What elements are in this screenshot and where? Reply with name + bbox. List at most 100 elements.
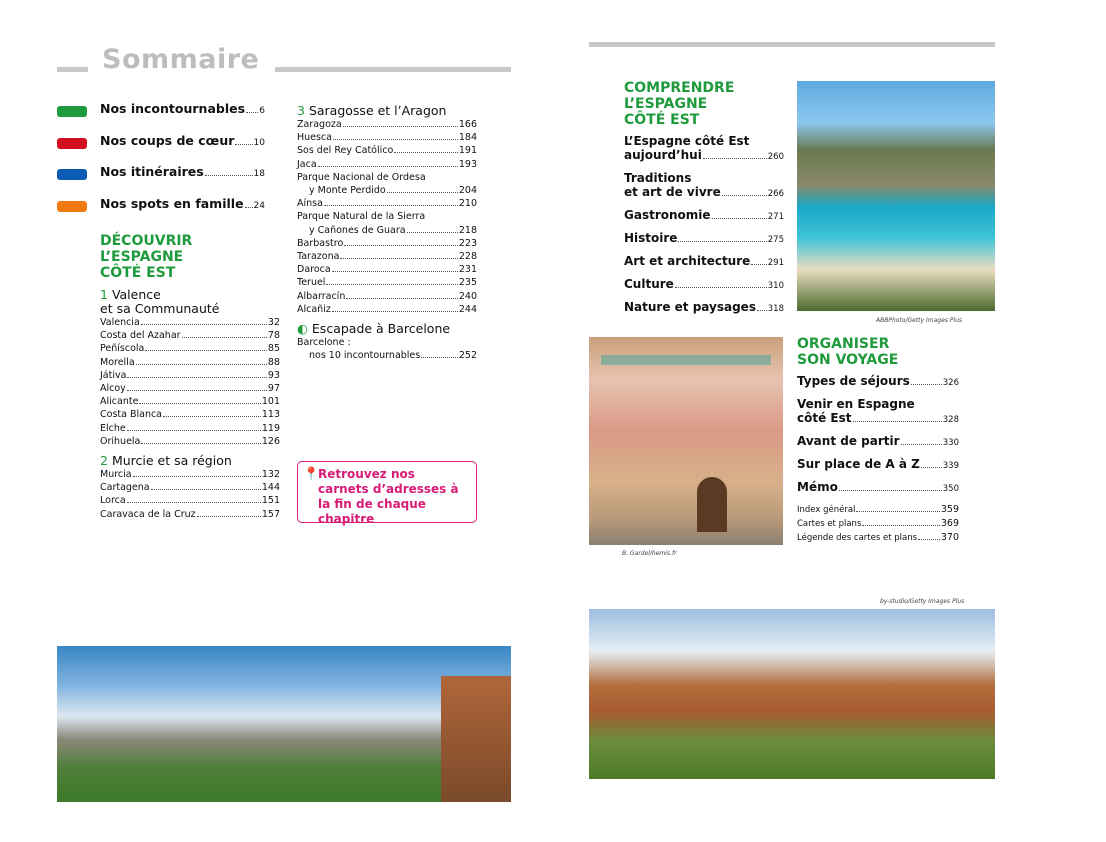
building-photo	[589, 337, 783, 545]
toc-entry[interactable]: Huesca 184	[297, 131, 477, 144]
toc-entry[interactable]: Art et architecture 291	[624, 254, 784, 270]
toc-entry[interactable]: Parque Nacional de Ordesa y Monte Perdido…	[297, 171, 477, 197]
entry-label: Orihuela	[100, 435, 141, 447]
entry-page: 240	[458, 290, 477, 302]
entry-row: Index général 359	[797, 503, 959, 517]
chapter-title: 2 Murcie et sa région	[100, 454, 280, 468]
photo-credit: ABBPhoto/Getty Images Plus	[876, 317, 963, 324]
toc-entry[interactable]: Culture 310	[624, 277, 784, 293]
toc-entry[interactable]: Nature et paysages 318	[624, 300, 784, 316]
entry-label: Mémo	[797, 480, 838, 494]
entry-label: Index général	[797, 505, 856, 515]
toc-entry[interactable]: Elche 119	[100, 422, 280, 435]
entry-label: Lorca	[100, 495, 126, 507]
toc-entry[interactable]: Mémo 350	[797, 480, 959, 496]
toc-entry[interactable]: Alcoy 97	[100, 382, 280, 395]
leader-dots	[135, 363, 267, 365]
toc-entry[interactable]: Játiva 93	[100, 369, 280, 382]
heading-line: ORGANISER	[797, 336, 890, 352]
entry-row: Avant de partir 330	[797, 434, 959, 450]
toc-entry[interactable]: Index général 359	[797, 503, 959, 517]
leader-dots	[326, 284, 458, 286]
toc-entry[interactable]: L’Espagne côté Est aujourd’hui 260	[624, 134, 784, 164]
toc-entry[interactable]: Sur place de A à Z 339	[797, 457, 959, 473]
escapade-icon: ◐	[297, 321, 308, 337]
leader-dots	[126, 390, 267, 392]
entry-label: Art et architecture	[624, 254, 751, 268]
toc-entry[interactable]: Albarracín 240	[297, 290, 477, 303]
toc-entry[interactable]: Costa del Azahar 78	[100, 329, 280, 342]
toc-entry[interactable]: Barbastro 223	[297, 237, 477, 250]
toc-entry[interactable]: Gastronomie 271	[624, 208, 784, 224]
toc-entry[interactable]: Morella 88	[100, 356, 280, 369]
entry-row: Morella 88	[100, 356, 280, 369]
toc-entry[interactable]: Caravaca de la Cruz 157	[100, 508, 280, 521]
toc-entry[interactable]: Parque Natural de la Sierra y Cañones de …	[297, 210, 477, 236]
entry-label: Histoire	[624, 231, 678, 245]
toc-entry[interactable]: Cartagena 144	[100, 481, 280, 494]
leader-dots	[386, 192, 458, 194]
leader-dots	[132, 476, 261, 478]
toc-entry[interactable]: Alcañiz 244	[297, 303, 477, 316]
toc-entry[interactable]: Lorca 151	[100, 494, 280, 507]
highlight-entry[interactable]: Nos coups de cœur 10	[100, 133, 265, 148]
toc-entry[interactable]: Histoire 275	[624, 231, 784, 247]
entry-page: 228	[458, 251, 477, 263]
section-heading: ORGANISER SON VOYAGE	[797, 336, 959, 368]
toc-entry[interactable]: Teruel 235	[297, 276, 477, 289]
toc-entry[interactable]: Zaragoza 166	[297, 118, 477, 131]
leader-dots	[317, 165, 458, 167]
leader-dots	[333, 139, 458, 141]
toc-entry[interactable]: Avant de partir 330	[797, 434, 959, 450]
entry-page: 113	[261, 409, 280, 421]
entry-label: Cartes et plans	[797, 519, 862, 529]
entry-row: Légende des cartes et plans 370	[797, 531, 959, 545]
toc-entry[interactable]: Traditions et art de vivre 266	[624, 171, 784, 201]
leader-dots	[862, 525, 940, 526]
entry-page: 318	[767, 304, 784, 314]
toc-entry[interactable]: Peñíscola 85	[100, 342, 280, 355]
toc-entry[interactable]: Venir en Espagne côté Est 328	[797, 397, 959, 427]
entry-label: Venir en Espagne	[797, 397, 915, 411]
toc-entry[interactable]: Barcelone : nos 10 incontournables 252	[297, 336, 477, 362]
toc-entry[interactable]: Sos del Rey Católico 191	[297, 144, 477, 157]
highlight-entry[interactable]: Nos spots en famille 24	[100, 196, 265, 211]
entry-page: 370	[940, 532, 959, 543]
leader-dots	[340, 258, 458, 260]
entry-row: Sos del Rey Católico 191	[297, 144, 477, 157]
entry-label: aujourd’hui	[624, 148, 702, 162]
toc-entry[interactable]: Jaca 193	[297, 158, 477, 171]
toc-entry[interactable]: Orihuela 126	[100, 435, 280, 448]
entry-label: Elche	[100, 422, 126, 434]
leader-dots	[920, 467, 942, 468]
chapter-entries: Murcia 132 Cartagena 144 Lorca 151 Caravaca de…	[100, 468, 280, 521]
entry-page: 204	[458, 185, 477, 197]
toc-entry[interactable]: Aínsa 210	[297, 197, 477, 210]
toc-entry[interactable]: Légende des cartes et plans 370	[797, 531, 959, 545]
toc-entry[interactable]: Valencia 32	[100, 316, 280, 329]
toc-entry[interactable]: Costa Blanca 113	[100, 408, 280, 421]
callout-text: Retrouvez nos carnets d’adresses à la fi…	[318, 467, 459, 526]
entry-label: Alcoy	[100, 383, 126, 395]
entry-label: Huesca	[297, 132, 333, 144]
leader-dots	[139, 403, 261, 405]
toc-entry[interactable]: Tarazona 228	[297, 250, 477, 263]
leader-dots	[331, 271, 458, 273]
leader-dots	[140, 324, 267, 325]
toc-entry[interactable]: Murcia 132	[100, 468, 280, 481]
entry-row: Alcañiz 244	[297, 303, 477, 316]
entry-row: Jaca 193	[297, 158, 477, 171]
entry-label: y Monte Perdido	[309, 185, 386, 197]
leader-dots	[150, 489, 261, 491]
entry-row: Cartagena 144	[100, 481, 280, 494]
toc-entry[interactable]: Alicante 101	[100, 395, 280, 408]
leader-dots	[141, 442, 261, 444]
toc-entry[interactable]: Cartes et plans 369	[797, 517, 959, 531]
entry-label: Costa del Azahar	[100, 330, 181, 342]
highlight-entry[interactable]: Nos incontournables 6	[100, 101, 265, 116]
highlight-entry[interactable]: Nos itinéraires 18	[100, 164, 265, 179]
toc-entry[interactable]: Types de séjours 326	[797, 374, 959, 390]
entry-page: 126	[261, 435, 280, 447]
leader-dots	[711, 218, 767, 219]
toc-entry[interactable]: Daroca 231	[297, 263, 477, 276]
